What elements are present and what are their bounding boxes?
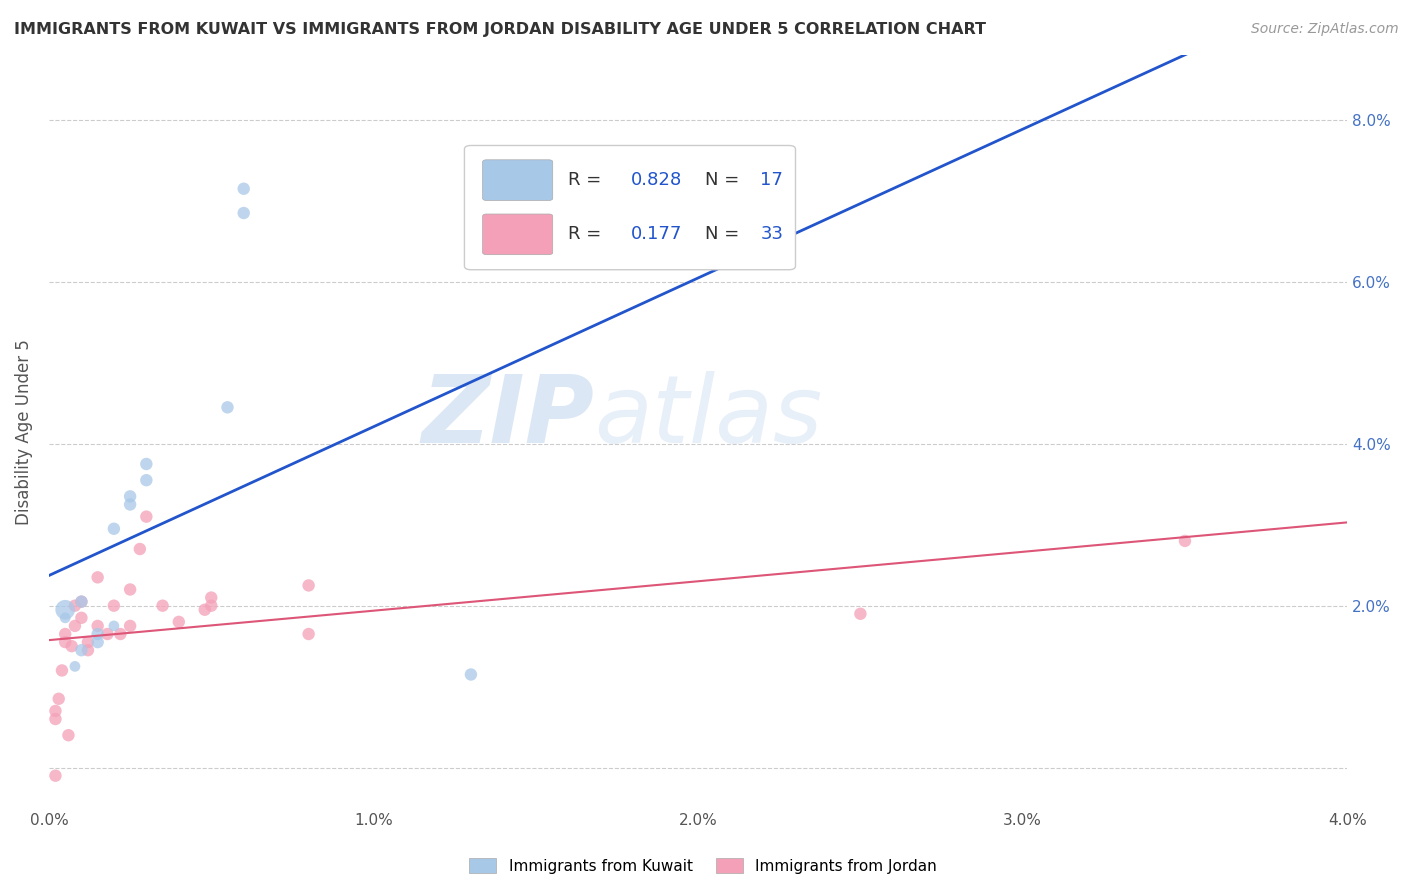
Point <box>298 578 321 592</box>
Point <box>217 401 239 415</box>
FancyBboxPatch shape <box>482 160 553 201</box>
FancyBboxPatch shape <box>482 214 553 255</box>
Point <box>460 667 482 681</box>
Point <box>86 619 108 633</box>
Point <box>44 712 66 726</box>
Text: N =: N = <box>704 226 745 244</box>
Point <box>63 619 86 633</box>
Point <box>103 599 125 613</box>
Point <box>70 643 93 657</box>
Point <box>51 664 73 678</box>
Point <box>120 498 142 512</box>
Text: 33: 33 <box>761 226 783 244</box>
Point <box>232 206 254 220</box>
Text: R =: R = <box>568 171 607 189</box>
Point <box>53 603 76 617</box>
FancyBboxPatch shape <box>464 145 796 269</box>
Point <box>58 728 80 742</box>
Point <box>849 607 872 621</box>
Text: ZIP: ZIP <box>422 370 595 463</box>
Point <box>120 619 142 633</box>
Point <box>70 594 93 608</box>
Point <box>53 611 76 625</box>
Point <box>44 704 66 718</box>
Point <box>77 643 100 657</box>
Point <box>135 457 157 471</box>
Point <box>96 627 118 641</box>
Point <box>53 627 76 641</box>
Text: IMMIGRANTS FROM KUWAIT VS IMMIGRANTS FROM JORDAN DISABILITY AGE UNDER 5 CORRELAT: IMMIGRANTS FROM KUWAIT VS IMMIGRANTS FRO… <box>14 22 986 37</box>
Text: 0.828: 0.828 <box>631 171 682 189</box>
Point <box>1174 533 1197 548</box>
Point <box>120 489 142 503</box>
Y-axis label: Disability Age Under 5: Disability Age Under 5 <box>15 339 32 524</box>
Point <box>135 509 157 524</box>
Point <box>70 594 93 608</box>
Text: 0.177: 0.177 <box>631 226 682 244</box>
Point <box>128 541 150 556</box>
Point <box>194 603 217 617</box>
Point <box>77 635 100 649</box>
Text: N =: N = <box>704 171 745 189</box>
Point <box>200 591 222 605</box>
Point <box>63 659 86 673</box>
Point <box>70 611 93 625</box>
Point <box>86 570 108 584</box>
Text: atlas: atlas <box>595 371 823 462</box>
Point <box>120 582 142 597</box>
Point <box>103 619 125 633</box>
Point <box>232 182 254 196</box>
Point <box>200 599 222 613</box>
Legend: Immigrants from Kuwait, Immigrants from Jordan: Immigrants from Kuwait, Immigrants from … <box>463 852 943 880</box>
Point <box>63 599 86 613</box>
Point <box>167 615 190 629</box>
Point <box>110 627 132 641</box>
Text: R =: R = <box>568 226 607 244</box>
Point <box>86 627 108 641</box>
Text: Source: ZipAtlas.com: Source: ZipAtlas.com <box>1251 22 1399 37</box>
Point <box>53 635 76 649</box>
Text: 17: 17 <box>761 171 783 189</box>
Point <box>60 639 83 653</box>
Point <box>48 691 70 706</box>
Point <box>135 473 157 487</box>
Point <box>298 627 321 641</box>
Point <box>152 599 174 613</box>
Point <box>44 769 66 783</box>
Point <box>86 635 108 649</box>
Point <box>103 522 125 536</box>
